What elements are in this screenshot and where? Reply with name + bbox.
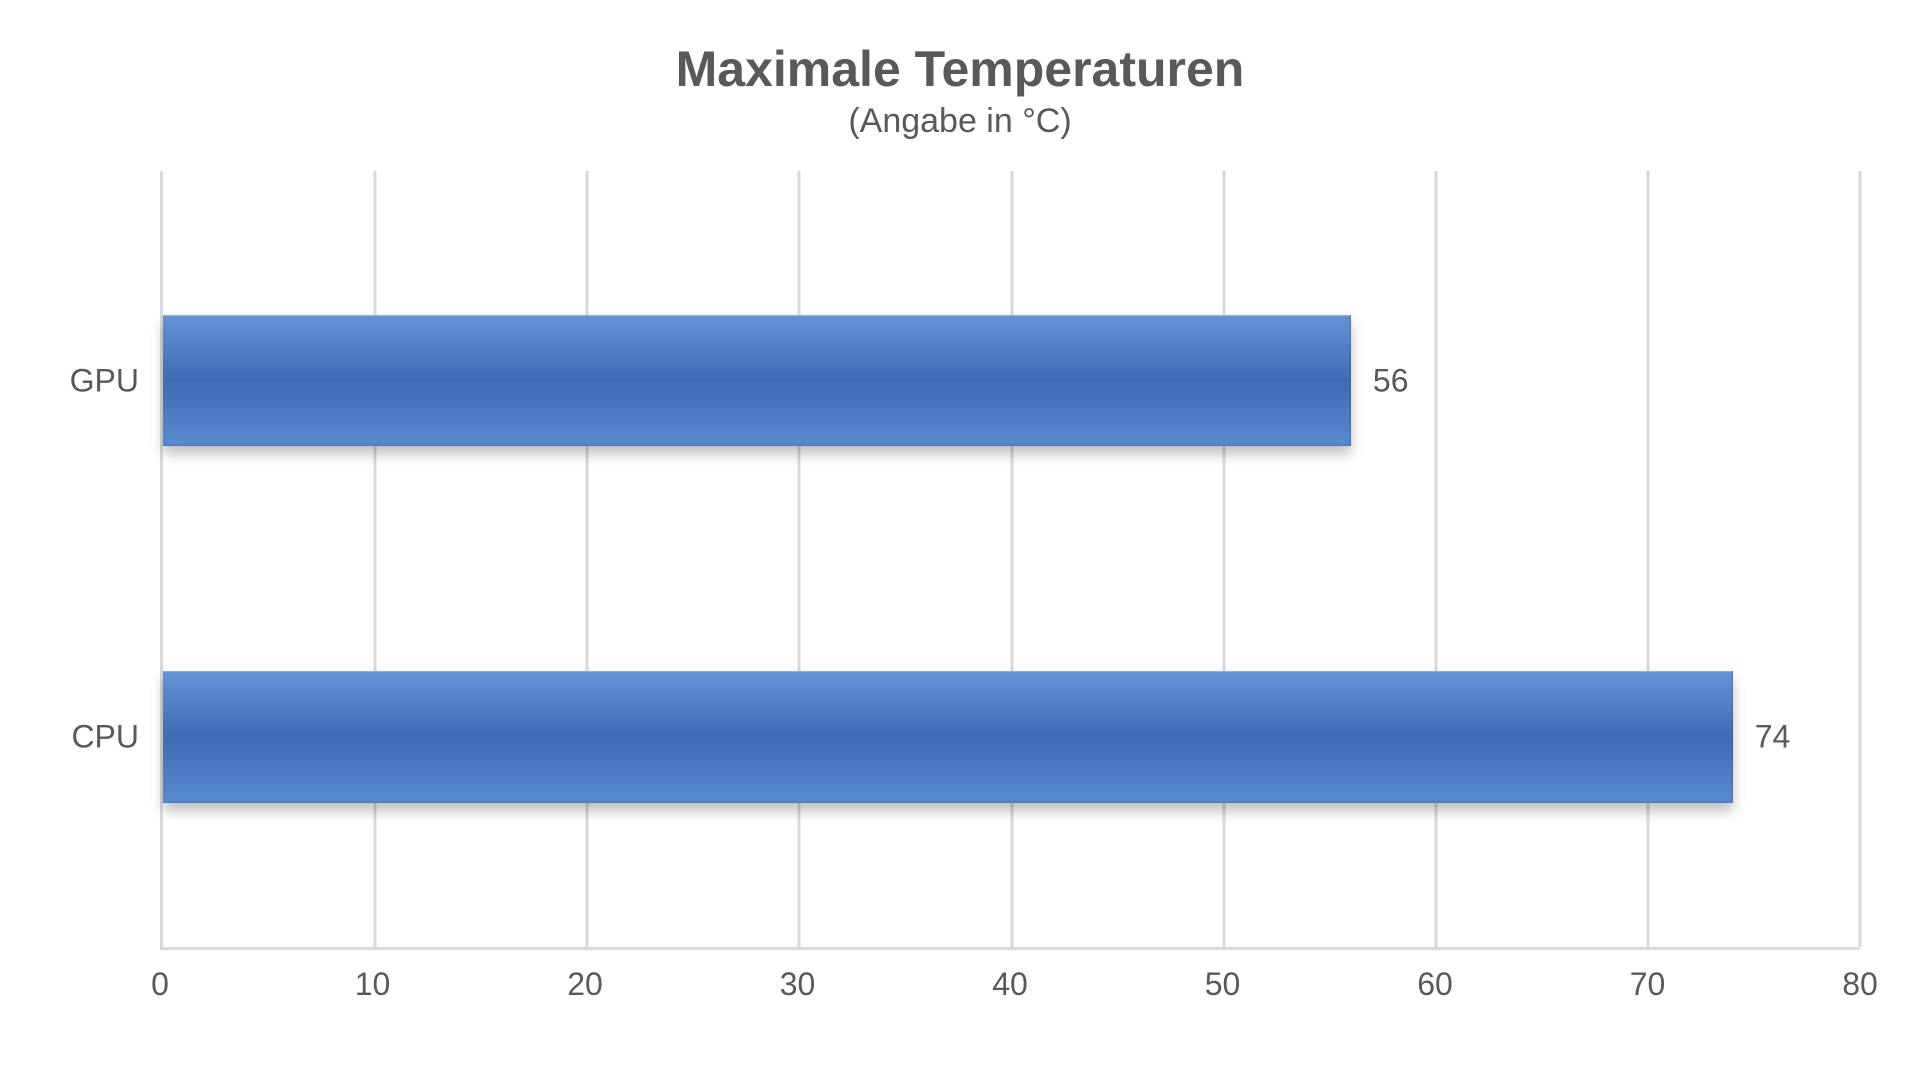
chart-header: Maximale Temperaturen (Angabe in °C) bbox=[60, 40, 1860, 141]
gridline bbox=[586, 171, 589, 947]
gridline bbox=[1646, 171, 1649, 947]
chart-container: Maximale Temperaturen (Angabe in °C) 56G… bbox=[0, 0, 1920, 1080]
bar-value-label: 74 bbox=[1755, 719, 1791, 756]
bar-value-label: 56 bbox=[1373, 362, 1409, 399]
gridline bbox=[1010, 171, 1013, 947]
chart-title: Maximale Temperaturen bbox=[60, 40, 1860, 98]
x-tick-label: 60 bbox=[1417, 966, 1453, 1003]
x-tick-label: 10 bbox=[355, 966, 391, 1003]
x-tick-label: 40 bbox=[992, 966, 1028, 1003]
x-tick-label: 30 bbox=[780, 966, 816, 1003]
y-category-label: GPU bbox=[70, 362, 139, 399]
x-tick-label: 20 bbox=[567, 966, 603, 1003]
x-axis: 01020304050607080 bbox=[160, 950, 1860, 1020]
x-tick-label: 0 bbox=[151, 966, 169, 1003]
gridline bbox=[798, 171, 801, 947]
chart-subtitle: (Angabe in °C) bbox=[60, 102, 1860, 141]
y-category-label: CPU bbox=[71, 719, 139, 756]
x-tick-label: 50 bbox=[1205, 966, 1241, 1003]
x-tick-label: 80 bbox=[1842, 966, 1878, 1003]
gridline bbox=[1434, 171, 1437, 947]
x-tick-label: 70 bbox=[1630, 966, 1666, 1003]
bar-slot bbox=[163, 315, 1351, 447]
bar-cpu bbox=[163, 672, 1733, 804]
bar-gpu bbox=[163, 315, 1351, 447]
plot-outer: 56GPU74CPU 01020304050607080 bbox=[160, 171, 1860, 1020]
bar-slot bbox=[163, 672, 1733, 804]
gridline bbox=[1222, 171, 1225, 947]
plot-area: 56GPU74CPU bbox=[160, 171, 1860, 950]
y-axis-labels bbox=[60, 171, 160, 1020]
gridline bbox=[1859, 171, 1862, 947]
gridline bbox=[374, 171, 377, 947]
chart-body: 56GPU74CPU 01020304050607080 bbox=[60, 171, 1860, 1020]
